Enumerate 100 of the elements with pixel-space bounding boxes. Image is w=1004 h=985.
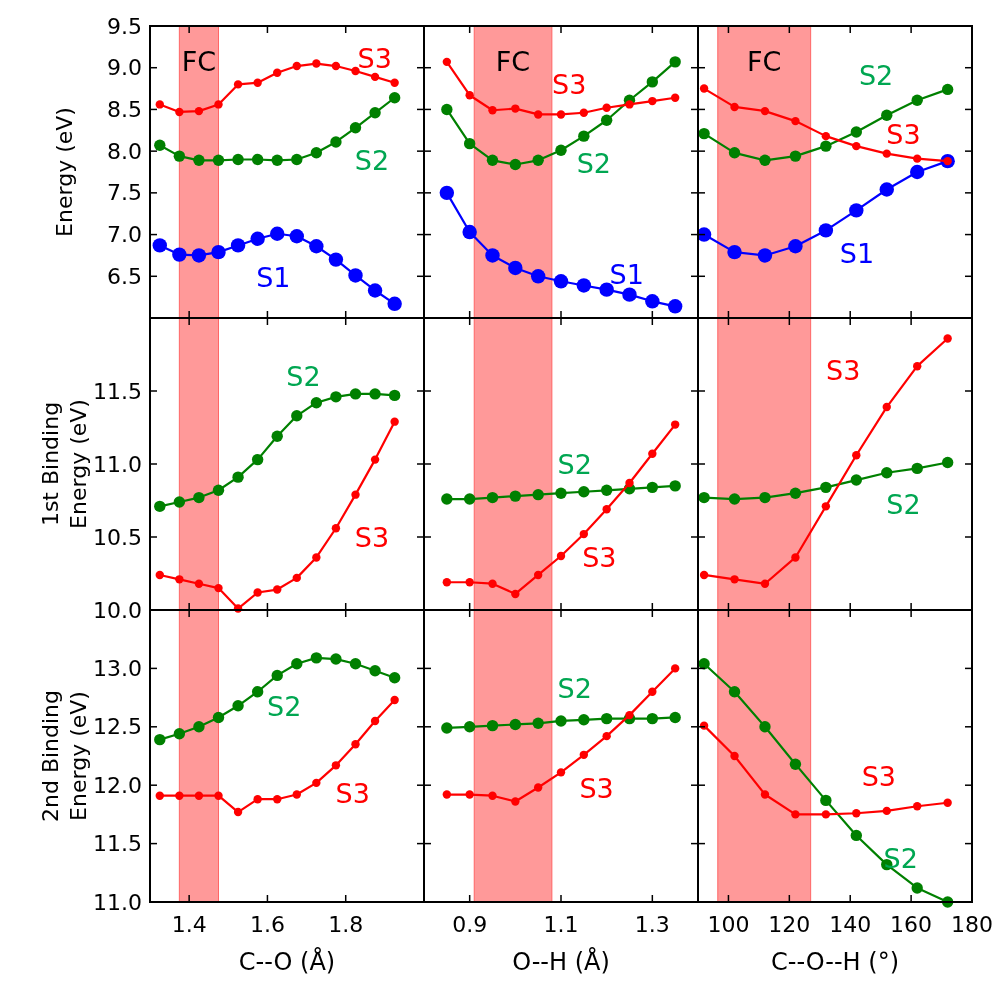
- point: [194, 106, 204, 116]
- point: [533, 110, 543, 119]
- point: [599, 282, 614, 297]
- x-tick-label: 1.3: [634, 912, 670, 937]
- point: [465, 790, 474, 799]
- point: [821, 502, 831, 511]
- point: [943, 334, 952, 343]
- point: [511, 589, 520, 599]
- series-label: S2: [557, 673, 592, 705]
- point: [212, 711, 225, 724]
- point: [465, 578, 474, 587]
- point: [331, 61, 341, 71]
- point: [881, 109, 893, 121]
- y-tick-label: 11.0: [93, 451, 142, 477]
- point: [511, 104, 520, 113]
- point: [291, 658, 303, 670]
- point: [728, 147, 741, 159]
- point: [669, 56, 681, 68]
- point: [485, 248, 500, 263]
- point: [600, 484, 613, 496]
- point: [818, 223, 834, 238]
- point: [699, 84, 709, 93]
- point: [194, 579, 204, 588]
- point: [442, 578, 452, 587]
- point: [251, 686, 264, 698]
- point: [509, 490, 522, 502]
- y-tick-label: 11.0: [93, 889, 142, 915]
- series-label: S3: [861, 760, 896, 792]
- point: [387, 296, 402, 312]
- x-tick-label: 1.6: [249, 912, 285, 937]
- point: [760, 579, 770, 588]
- y-tick-label: 12.0: [93, 772, 142, 798]
- series-label: S2: [557, 448, 592, 480]
- point: [789, 487, 802, 499]
- point: [251, 453, 264, 466]
- point: [852, 809, 861, 818]
- series-label: S2: [354, 144, 390, 176]
- point: [155, 100, 164, 109]
- point: [330, 653, 342, 665]
- point: [330, 136, 342, 148]
- point: [578, 486, 590, 498]
- point: [670, 664, 680, 673]
- point: [789, 758, 802, 770]
- point: [882, 402, 891, 412]
- point: [648, 687, 657, 696]
- point: [791, 116, 800, 126]
- point: [253, 588, 262, 597]
- point: [488, 579, 497, 588]
- point: [760, 790, 770, 799]
- point: [556, 768, 566, 777]
- x-tick-label: 1.4: [171, 912, 207, 937]
- point: [212, 484, 225, 496]
- x-tick-label: 160: [890, 912, 933, 937]
- point: [553, 274, 569, 289]
- point: [214, 100, 223, 109]
- series-label: S3: [579, 772, 614, 804]
- point: [230, 238, 246, 253]
- point: [289, 229, 304, 244]
- point: [850, 126, 863, 138]
- point: [667, 299, 683, 314]
- point: [486, 719, 499, 732]
- point: [913, 361, 922, 371]
- point: [486, 491, 499, 504]
- y-tick-label: 11.5: [93, 378, 142, 404]
- point: [271, 669, 283, 682]
- point: [578, 130, 590, 142]
- point: [388, 389, 401, 402]
- point: [730, 751, 739, 761]
- series-label: S3: [886, 118, 921, 150]
- point: [370, 455, 380, 464]
- point: [310, 652, 323, 664]
- point: [154, 500, 166, 513]
- point: [211, 244, 226, 260]
- point: [579, 529, 589, 539]
- point: [253, 78, 262, 87]
- point: [349, 658, 362, 670]
- point: [820, 794, 832, 807]
- point: [173, 150, 186, 162]
- point: [646, 481, 659, 494]
- series-label: S3: [582, 541, 617, 573]
- point: [913, 154, 922, 163]
- point: [555, 715, 567, 727]
- point: [367, 283, 383, 298]
- y-tick-label: 10.5: [93, 524, 142, 550]
- point: [191, 248, 207, 263]
- point: [465, 91, 474, 100]
- series-label: S3: [354, 521, 390, 553]
- point: [578, 714, 590, 726]
- point: [370, 72, 380, 82]
- series-label: S3: [826, 355, 861, 387]
- y-axis-title: 1st Binding Energy (eV): [38, 399, 91, 529]
- point: [699, 570, 709, 580]
- point: [532, 717, 544, 729]
- point: [330, 391, 342, 403]
- point: [759, 721, 771, 733]
- point: [310, 147, 323, 159]
- x-tick-label: 120: [768, 912, 811, 937]
- point: [852, 141, 861, 151]
- point: [509, 718, 522, 731]
- point: [820, 481, 832, 494]
